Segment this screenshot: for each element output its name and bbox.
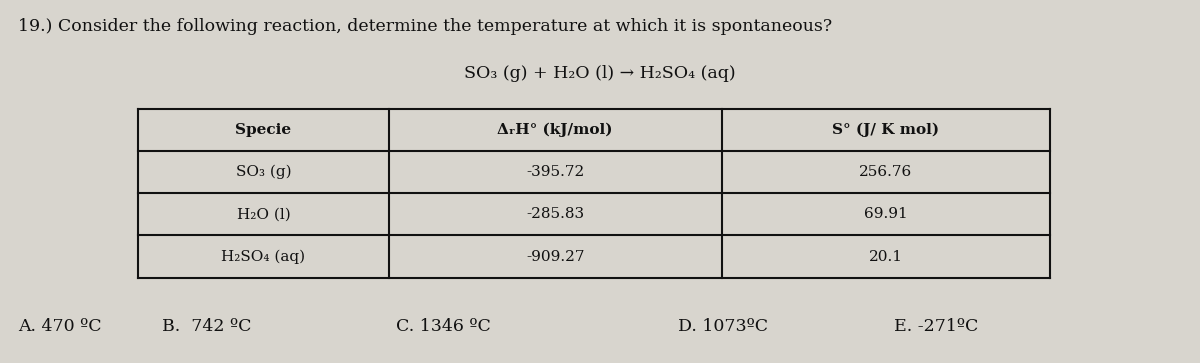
Text: D. 1073ºC: D. 1073ºC — [678, 318, 768, 335]
Text: 69.91: 69.91 — [864, 207, 907, 221]
Text: A. 470 ºC: A. 470 ºC — [18, 318, 102, 335]
Text: B.  742 ºC: B. 742 ºC — [162, 318, 252, 335]
Text: C. 1346 ºC: C. 1346 ºC — [396, 318, 491, 335]
Text: -285.83: -285.83 — [526, 207, 584, 221]
Text: 256.76: 256.76 — [859, 165, 912, 179]
Text: -909.27: -909.27 — [526, 250, 584, 264]
Text: SO₃ (g): SO₃ (g) — [235, 165, 292, 179]
Text: ΔᵣH° (kJ/mol): ΔᵣH° (kJ/mol) — [498, 123, 613, 137]
Text: E. -271ºC: E. -271ºC — [894, 318, 978, 335]
Text: SO₃ (g) + H₂O (l) → H₂SO₄ (aq): SO₃ (g) + H₂O (l) → H₂SO₄ (aq) — [464, 65, 736, 82]
Text: H₂SO₄ (aq): H₂SO₄ (aq) — [221, 249, 306, 264]
Text: S° (J/ K mol): S° (J/ K mol) — [833, 123, 940, 137]
Text: 19.) Consider the following reaction, determine the temperature at which it is s: 19.) Consider the following reaction, de… — [18, 18, 832, 35]
Text: H₂O (l): H₂O (l) — [236, 207, 290, 221]
Text: Specie: Specie — [235, 123, 292, 137]
Text: -395.72: -395.72 — [526, 165, 584, 179]
Text: 20.1: 20.1 — [869, 250, 902, 264]
